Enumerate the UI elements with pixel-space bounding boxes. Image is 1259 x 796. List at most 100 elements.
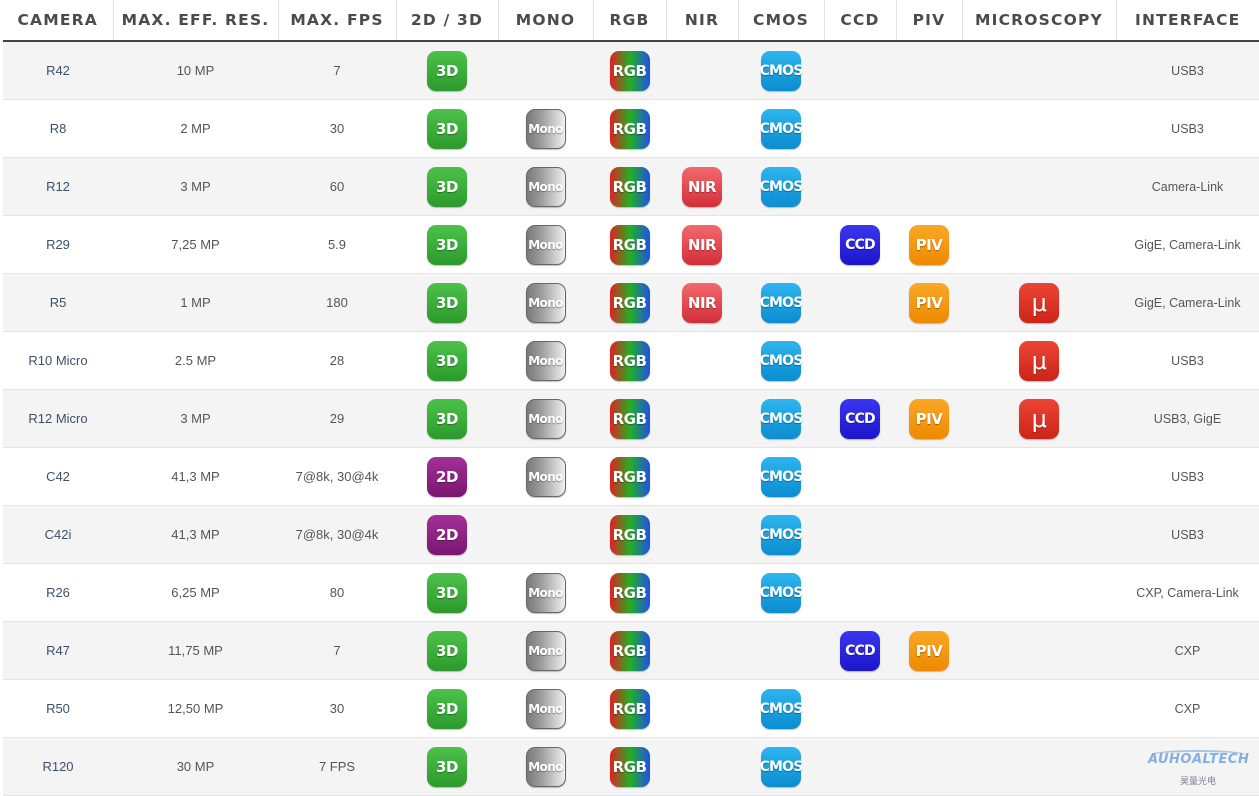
header-resolution[interactable]: MAX. EFF. RES.: [113, 0, 279, 42]
cell-ccd: [824, 331, 896, 390]
cell-mono: Mono: [498, 679, 593, 738]
mono-badge-icon: Mono: [525, 398, 566, 439]
cell-camera: C42i: [3, 505, 113, 564]
table-row[interactable]: R120 30 MP 7 FPS 3D Mono RGB CMOS: [3, 737, 1259, 796]
cell-cmos: CMOS: [738, 41, 824, 100]
cell-resolution: 30 MP: [113, 737, 278, 796]
cell-microscopy: [962, 505, 1116, 564]
table-row[interactable]: R12 Micro 3 MP 29 3D Mono RGB CMOS CCD PIV μ USB3,…: [3, 389, 1259, 448]
rgb-badge-icon: RGB: [609, 50, 650, 91]
ccd-badge-icon: CCD: [840, 224, 880, 265]
header-fps[interactable]: MAX. FPS: [278, 0, 397, 42]
cell-2d-3d: 3D: [396, 157, 498, 216]
header-piv[interactable]: PIV: [896, 0, 963, 42]
cell-piv: PIV: [896, 215, 962, 274]
cell-resolution: 7,25 MP: [113, 215, 278, 274]
cell-piv: [896, 41, 962, 100]
cell-microscopy: [962, 157, 1116, 216]
cell-resolution: 6,25 MP: [113, 563, 278, 622]
piv-badge-icon: PIV: [909, 398, 949, 439]
cell-rgb: RGB: [593, 41, 666, 100]
cell-ccd: [824, 447, 896, 506]
cell-rgb: RGB: [593, 99, 666, 158]
cell-mono: Mono: [498, 563, 593, 622]
table-row[interactable]: R12 3 MP 60 3D Mono RGB NIR CMOS Camera-Link: [3, 157, 1259, 216]
table-row[interactable]: C42 41,3 MP 7@8k, 30@4k 2D Mono RGB CMOS USB3: [3, 447, 1259, 506]
microscopy-badge-icon: μ: [1019, 398, 1059, 439]
cell-2d-3d: 3D: [396, 99, 498, 158]
cell-2d-3d: 3D: [396, 331, 498, 390]
header-ccd[interactable]: CCD: [824, 0, 897, 42]
cell-resolution: 3 MP: [113, 157, 278, 216]
rgb-badge-icon: RGB: [609, 572, 650, 613]
3d-badge-icon: 3D: [427, 282, 467, 323]
header-microscopy[interactable]: MICROSCOPY: [962, 0, 1117, 42]
cell-cmos: CMOS: [738, 737, 824, 796]
mono-badge-icon: Mono: [525, 456, 566, 497]
cell-fps: 80: [278, 563, 396, 622]
header-nir[interactable]: NIR: [666, 0, 739, 42]
microscopy-badge-icon: μ: [1019, 340, 1059, 381]
3d-badge-icon: 3D: [427, 224, 467, 265]
rgb-badge-icon: RGB: [609, 514, 650, 555]
cell-nir: [666, 621, 738, 680]
mono-badge-icon: Mono: [525, 572, 566, 613]
rgb-badge-icon: RGB: [609, 282, 650, 323]
cell-cmos: CMOS: [738, 99, 824, 158]
cell-microscopy: μ: [962, 331, 1116, 390]
cell-2d-3d: 2D: [396, 505, 498, 564]
camera-comparison-table: CAMERA MAX. EFF. RES. MAX. FPS 2D / 3D M…: [3, 0, 1259, 796]
table-row[interactable]: R42 10 MP 7 3D RGB CMOS USB3: [3, 41, 1259, 100]
table-row[interactable]: R47 11,75 MP 7 3D Mono RGB CCD PIV CXP: [3, 621, 1259, 680]
cell-piv: PIV: [896, 389, 962, 448]
header-camera[interactable]: CAMERA: [3, 0, 114, 42]
mono-badge-icon: Mono: [525, 688, 566, 729]
cell-2d-3d: 2D: [396, 447, 498, 506]
cell-interface: CXP: [1116, 679, 1259, 738]
table-row[interactable]: R29 7,25 MP 5.9 3D Mono RGB NIR CCD PIV GigE, Cam…: [3, 215, 1259, 274]
ccd-badge-icon: CCD: [840, 398, 880, 439]
cell-resolution: 41,3 MP: [113, 505, 278, 564]
cell-mono: Mono: [498, 447, 593, 506]
cell-ccd: [824, 737, 896, 796]
cell-ccd: [824, 563, 896, 622]
table-row[interactable]: R5 1 MP 180 3D Mono RGB NIR CMOS PIV μ GigE, Camer…: [3, 273, 1259, 332]
cell-fps: 7: [278, 621, 396, 680]
cell-cmos: CMOS: [738, 505, 824, 564]
rgb-badge-icon: RGB: [609, 166, 650, 207]
table-row[interactable]: R10 Micro 2.5 MP 28 3D Mono RGB CMOS μ USB3: [3, 331, 1259, 390]
cell-nir: [666, 679, 738, 738]
cell-piv: [896, 331, 962, 390]
cell-cmos: [738, 621, 824, 680]
cell-cmos: CMOS: [738, 273, 824, 332]
header-interface[interactable]: INTERFACE: [1116, 0, 1259, 42]
3d-badge-icon: 3D: [427, 746, 467, 787]
table-row[interactable]: R26 6,25 MP 80 3D Mono RGB CMOS CXP, Camera-Lin…: [3, 563, 1259, 622]
cell-fps: 180: [278, 273, 396, 332]
cell-nir: [666, 505, 738, 564]
cell-cmos: CMOS: [738, 679, 824, 738]
cell-cmos: CMOS: [738, 447, 824, 506]
table-row[interactable]: C42i 41,3 MP 7@8k, 30@4k 2D RGB CMOS USB3: [3, 505, 1259, 564]
cell-ccd: CCD: [824, 215, 896, 274]
cell-microscopy: [962, 737, 1116, 796]
mono-badge-icon: Mono: [525, 746, 566, 787]
cell-microscopy: [962, 215, 1116, 274]
cell-camera: R5: [3, 273, 113, 332]
rgb-badge-icon: RGB: [609, 224, 650, 265]
cell-resolution: 10 MP: [113, 41, 278, 100]
table-row[interactable]: R50 12,50 MP 30 3D Mono RGB CMOS CXP: [3, 679, 1259, 738]
3d-badge-icon: 3D: [427, 688, 467, 729]
cell-mono: Mono: [498, 331, 593, 390]
cell-resolution: 1 MP: [113, 273, 278, 332]
table-body: R42 10 MP 7 3D RGB CMOS USB3 R8 2 MP 30 3D Mono RGB C…: [3, 41, 1259, 796]
header-2d-3d[interactable]: 2D / 3D: [396, 0, 499, 42]
cell-fps: 30: [278, 679, 396, 738]
cell-rgb: RGB: [593, 331, 666, 390]
header-rgb[interactable]: RGB: [593, 0, 667, 42]
header-mono[interactable]: MONO: [498, 0, 594, 42]
rgb-badge-icon: RGB: [609, 746, 650, 787]
table-row[interactable]: R8 2 MP 30 3D Mono RGB CMOS USB3: [3, 99, 1259, 158]
header-cmos[interactable]: CMOS: [738, 0, 825, 42]
cell-microscopy: μ: [962, 389, 1116, 448]
